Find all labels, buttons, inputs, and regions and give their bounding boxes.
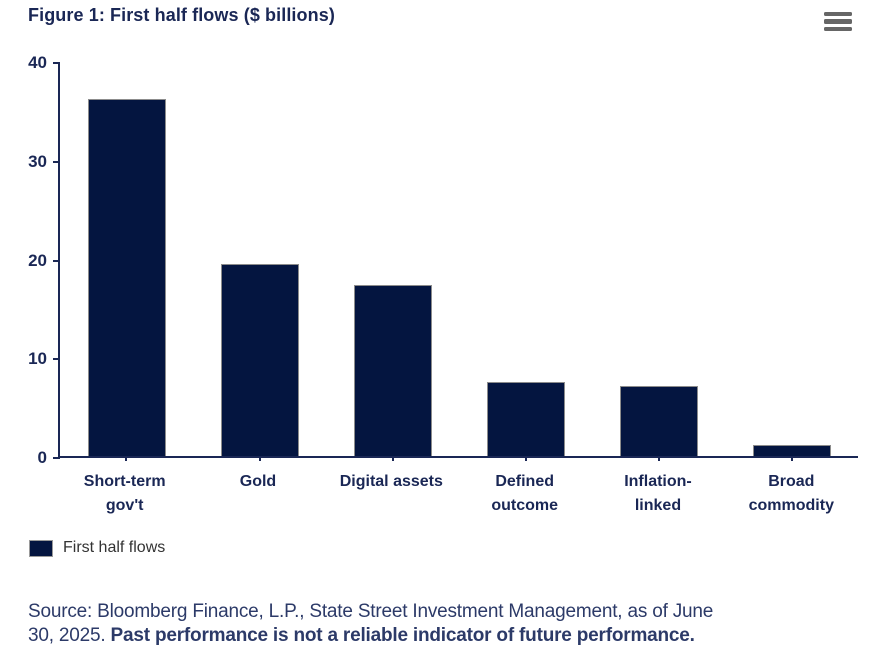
bar-digital-assets[interactable] bbox=[353, 285, 432, 456]
x-axis-tick-mark bbox=[391, 456, 394, 461]
bar-inflation-linked[interactable] bbox=[619, 386, 698, 456]
x-axis-category-label: Gold bbox=[239, 473, 277, 490]
bar-series bbox=[60, 63, 858, 456]
y-axis-tick-mark bbox=[53, 457, 60, 459]
x-axis-tick-mark bbox=[125, 456, 128, 461]
x-axis-tick-mark bbox=[657, 456, 660, 461]
plot-area: 0 10 20 30 40 bbox=[28, 53, 858, 467]
legend-label: First half flows bbox=[63, 539, 166, 556]
x-axis-category-label: Short-term gov't bbox=[83, 473, 166, 514]
hamburger-icon bbox=[824, 26, 852, 31]
y-axis-tick-mark bbox=[53, 62, 60, 64]
x-axis-tick-mark bbox=[258, 456, 261, 461]
source-note: Source: Bloomberg Finance, L.P., State S… bbox=[28, 600, 856, 648]
source-text-line2: 30, 2025. bbox=[28, 625, 111, 646]
bar-slot bbox=[193, 63, 326, 456]
bar-gold[interactable] bbox=[220, 264, 299, 456]
y-axis-tick-label: 20 bbox=[28, 250, 47, 270]
x-axis-tick-mark bbox=[790, 456, 793, 461]
hamburger-icon bbox=[824, 12, 852, 17]
y-axis-tick-label: 10 bbox=[28, 349, 47, 369]
y-axis-tick-mark bbox=[53, 358, 60, 361]
source-text-bold: Past performance is not a reliable indic… bbox=[110, 625, 695, 646]
y-axis-tick-mark bbox=[53, 160, 60, 163]
x-axis-labels: Short-term gov't Gold Digital assets Define… bbox=[58, 470, 858, 518]
bar-broad-commodity[interactable] bbox=[752, 445, 831, 456]
source-text-line1: Source: Bloomberg Finance, L.P., State S… bbox=[28, 601, 714, 622]
bar-slot bbox=[326, 63, 459, 456]
export-menu-button[interactable] bbox=[824, 12, 852, 31]
bar-slot bbox=[592, 63, 725, 456]
legend-swatch bbox=[29, 539, 53, 557]
bar-defined-outcome[interactable] bbox=[486, 382, 565, 456]
y-axis-tick-label: 0 bbox=[37, 448, 47, 467]
y-axis-tick-label: 30 bbox=[28, 151, 47, 171]
x-axis-tick-mark bbox=[524, 456, 527, 461]
bar-slot bbox=[725, 63, 858, 456]
legend[interactable]: First half flows bbox=[29, 539, 165, 557]
y-axis-tick-label: 40 bbox=[28, 53, 47, 72]
bar-slot bbox=[60, 63, 193, 456]
x-axis-category-label: Digital assets bbox=[339, 473, 443, 490]
bar-short-term-gov-t[interactable] bbox=[87, 99, 166, 456]
x-axis-category-label: Defined outcome bbox=[491, 473, 558, 514]
bar-slot bbox=[459, 63, 592, 456]
chart-title: Figure 1: First half flows ($ billions) bbox=[28, 5, 335, 25]
hamburger-icon bbox=[824, 19, 852, 24]
x-axis-category-label: Inflation-linked bbox=[624, 473, 692, 514]
y-axis-tick-mark bbox=[53, 259, 60, 262]
x-axis-category-label: Broad commodity bbox=[748, 473, 834, 514]
